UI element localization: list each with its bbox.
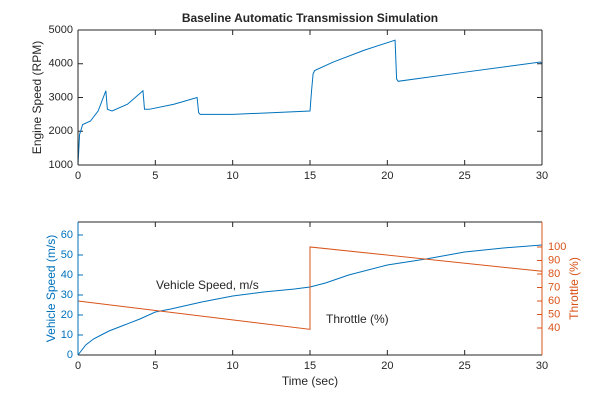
x-tick-label: 10 (227, 360, 239, 372)
y-tick-label: 30 (61, 289, 73, 301)
x-tick-label: 5 (152, 170, 158, 182)
x-tick-label: 30 (536, 360, 548, 372)
y2-tick-label: 100 (548, 241, 566, 253)
y2-tick-label: 50 (548, 308, 560, 320)
data-line (77, 246, 543, 330)
x-tick-label: 0 (75, 170, 81, 182)
x-tick-label: 0 (75, 360, 81, 372)
y2-axis-label: Throttle (%) (567, 257, 581, 320)
x-tick-label: 10 (227, 170, 239, 182)
y-axis-label: Vehicle Speed (m/s) (44, 235, 58, 342)
x-tick-label: 25 (459, 170, 471, 182)
y2-tick-label: 90 (548, 254, 560, 266)
y-tick-label: 60 (61, 229, 73, 241)
data-line (77, 39, 543, 166)
y-tick-label: 0 (67, 349, 73, 361)
y2-tick-label: 80 (548, 268, 560, 280)
plot-area (78, 30, 542, 165)
x-tick-label: 5 (152, 360, 158, 372)
y-tick-label: 5000 (49, 24, 73, 36)
x-tick-label: 30 (536, 170, 548, 182)
x-tick-label: 15 (304, 360, 316, 372)
y2-tick-label: 60 (548, 295, 560, 307)
y-axis-label: Engine Speed (RPM) (30, 41, 44, 154)
data-line (77, 244, 543, 356)
x-tick-label: 20 (381, 170, 393, 182)
chart-title: Baseline Automatic Transmission Simulati… (182, 11, 438, 25)
y-tick-label: 3000 (49, 91, 73, 103)
x-tick-label: 20 (381, 360, 393, 372)
y-tick-label: 20 (61, 309, 73, 321)
y-tick-label: 10 (61, 329, 73, 341)
annotation: Vehicle Speed, m/s (156, 278, 259, 292)
y-tick-label: 40 (61, 269, 73, 281)
x-tick-label: 25 (459, 360, 471, 372)
y2-tick-label: 70 (548, 281, 560, 293)
y-tick-label: 1000 (49, 159, 73, 171)
y-tick-label: 2000 (49, 125, 73, 137)
y-tick-label: 4000 (49, 58, 73, 70)
x-tick-label: 15 (304, 170, 316, 182)
annotation: Throttle (%) (326, 312, 389, 326)
y2-tick-label: 40 (548, 322, 560, 334)
y-tick-label: 50 (61, 249, 73, 261)
x-axis-label: Time (sec) (282, 374, 338, 388)
